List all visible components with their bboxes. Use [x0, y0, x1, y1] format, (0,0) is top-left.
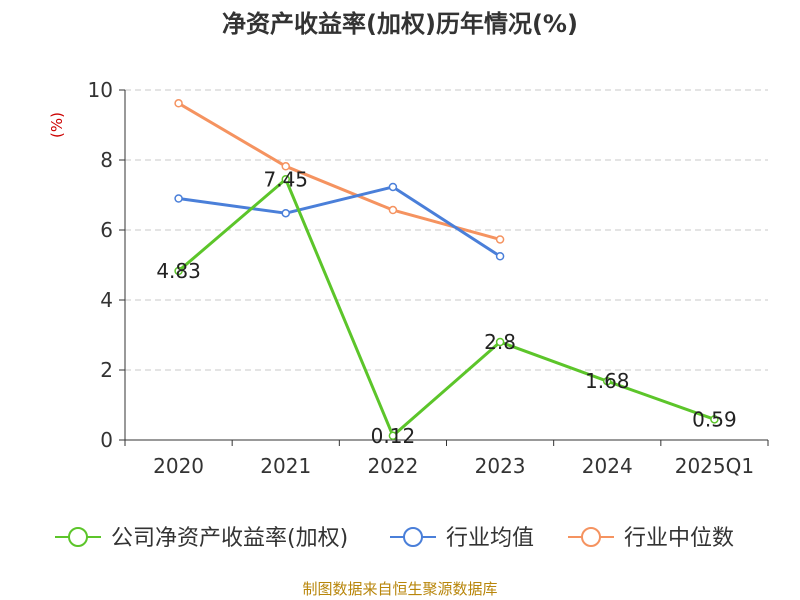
data-label: 4.83 — [156, 259, 201, 283]
y-tick-label: 2 — [100, 358, 113, 382]
data-label: 2.8 — [484, 330, 516, 354]
data-label: 0.12 — [371, 424, 416, 448]
data-labels: 4.83 7.45 0.12 2.8 1.68 0.59 — [156, 167, 736, 448]
axes: 0 2 4 6 8 10 2020 2021 2022 2023 2024 2025Q1 — [88, 78, 769, 478]
legend-item-1[interactable]: 行业均值 — [390, 526, 534, 551]
data-point — [174, 194, 183, 203]
x-tick-label: 2022 — [367, 454, 418, 478]
data-point — [281, 208, 290, 218]
data-point — [603, 376, 612, 386]
legend-item-2[interactable]: 行业中位数 — [568, 526, 734, 551]
y-tick-label: 10 — [88, 78, 113, 102]
legend[interactable]: 公司净资产收益率(加权) 行业均值 行业中位数 — [55, 526, 734, 551]
x-tick-label: 2024 — [582, 454, 633, 478]
legend-marker — [581, 527, 601, 547]
legend-label: 公司净资产收益率(加权) — [111, 526, 348, 551]
legend-item-0[interactable]: 公司净资产收益率(加权) — [55, 526, 348, 551]
data-label: 1.68 — [585, 369, 630, 393]
legend-label: 行业均值 — [446, 526, 534, 551]
series-1 — [174, 182, 505, 261]
y-axis-label: (%) — [48, 112, 66, 138]
x-tick-label: 2021 — [260, 454, 311, 478]
series-2 — [174, 99, 505, 244]
data-point — [495, 252, 505, 261]
y-tick-label: 4 — [100, 288, 113, 312]
data-label: 0.59 — [692, 407, 737, 431]
data-point — [388, 205, 398, 215]
data-point — [281, 162, 290, 171]
legend-label: 行业中位数 — [624, 526, 734, 551]
data-point — [495, 337, 505, 347]
series-line — [178, 185, 501, 258]
data-point — [388, 182, 398, 192]
chart-title: 净资产收益率(加权)历年情况(%) — [222, 10, 578, 38]
x-tick-label: 2020 — [153, 454, 204, 478]
grid-lines — [125, 89, 768, 371]
x-tick-label: 2023 — [475, 454, 526, 478]
series-line — [177, 177, 715, 438]
data-point — [281, 175, 290, 184]
series-line — [177, 102, 501, 241]
y-tick-label: 8 — [100, 148, 113, 172]
series-0 — [174, 175, 719, 441]
y-tick-label: 6 — [100, 218, 113, 242]
x-tick-label: 2025Q1 — [675, 454, 754, 478]
data-point — [495, 235, 505, 244]
data-point — [388, 431, 398, 441]
source-note: 制图数据来自恒生聚源数据库 — [302, 580, 498, 598]
data-point — [174, 99, 183, 108]
y-tick-label: 0 — [100, 428, 113, 452]
data-point — [710, 415, 719, 424]
data-point — [174, 266, 183, 276]
legend-marker — [68, 527, 88, 547]
series — [174, 99, 719, 441]
legend-marker — [403, 527, 423, 547]
data-label: 7.45 — [263, 167, 308, 191]
